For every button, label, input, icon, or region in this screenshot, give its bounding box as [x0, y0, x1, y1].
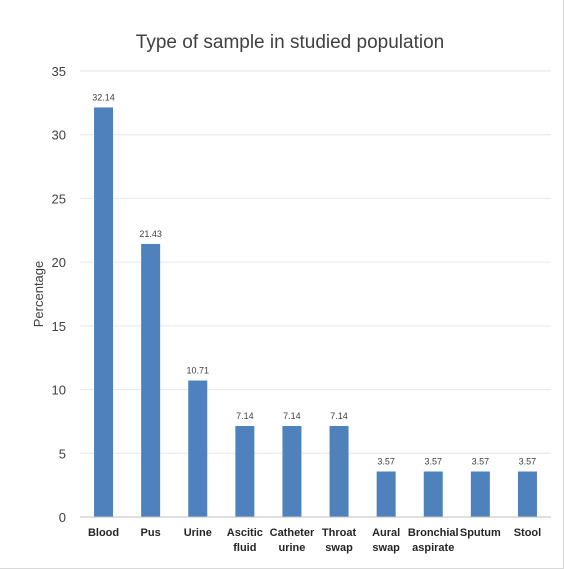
bar: [376, 471, 396, 517]
bar: [235, 426, 255, 517]
x-tick-label: Pus: [141, 527, 161, 539]
data-label: 21.43: [139, 229, 162, 239]
data-label: 7.14: [330, 411, 348, 421]
data-labels: 32.14 21.43 10.71 7.14 7.14 7.14 3.57 3.57 3.57 3…: [92, 92, 536, 466]
y-tick-label: 0: [59, 510, 66, 525]
bar: [188, 380, 208, 517]
bar: [423, 471, 443, 517]
chart-title: Type of sample in studied population: [136, 32, 444, 53]
bar: [94, 107, 114, 517]
bar: [517, 471, 537, 517]
data-label: 3.57: [424, 457, 442, 467]
y-tick-label: 20: [52, 255, 66, 270]
data-label: 3.57: [472, 457, 490, 467]
x-tick-label: Bronchial aspirate: [408, 527, 459, 554]
y-axis-ticks: 0 5 10 15 20 25 30 35: [52, 64, 66, 525]
bar: [470, 471, 490, 517]
x-axis-ticks: Blood Pus Urine Ascitic fluid Catheter urine Th…: [88, 527, 541, 554]
x-tick-label: Aural swap: [372, 527, 400, 554]
bar: [329, 426, 349, 517]
data-label: 10.71: [186, 366, 209, 376]
data-label: 7.14: [283, 411, 301, 421]
x-tick-label: Blood: [88, 527, 119, 539]
bar: [282, 426, 302, 517]
x-tick-label: Urine: [184, 527, 212, 539]
x-tick-label: Catheter urine: [270, 527, 315, 554]
x-tick-label: Ascitic fluid: [227, 527, 263, 554]
y-tick-label: 25: [52, 191, 66, 206]
data-label: 3.57: [377, 457, 395, 467]
data-label: 32.14: [92, 92, 115, 102]
y-axis-label: Percentage: [31, 261, 46, 328]
x-tick-label: Stool: [514, 527, 542, 539]
x-tick-label: Throat swap: [322, 527, 357, 554]
y-tick-label: 10: [52, 383, 66, 398]
bars: [94, 107, 537, 517]
bar: [141, 243, 161, 517]
x-tick-label: Sputum: [460, 527, 501, 539]
y-tick-label: 35: [52, 64, 66, 79]
data-label: 7.14: [236, 411, 254, 421]
y-tick-label: 30: [52, 128, 66, 143]
data-label: 3.57: [519, 457, 537, 467]
y-tick-label: 15: [52, 319, 66, 334]
y-tick-label: 5: [59, 446, 66, 461]
